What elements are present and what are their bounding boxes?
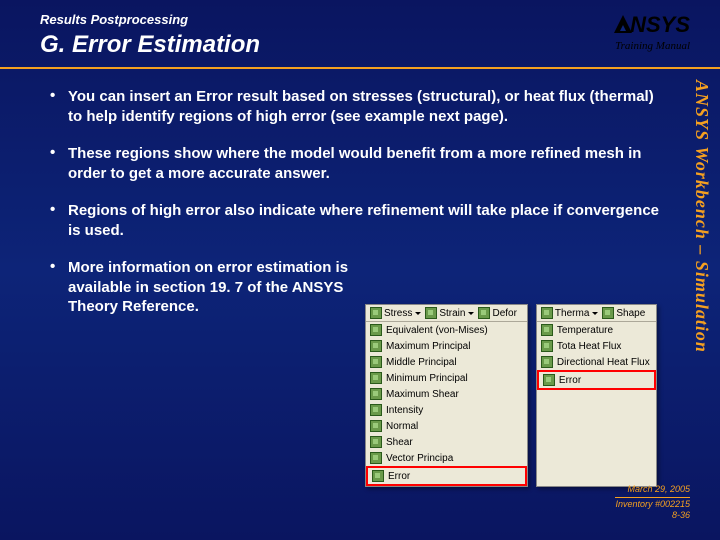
bullet-text: You can insert an Error result based on … <box>68 87 660 126</box>
toolbar-label: Stress <box>384 308 412 319</box>
menu-item-label: Tota Heat Flux <box>557 341 621 352</box>
menu-item[interactable]: Error <box>537 370 656 390</box>
menu-item-label: Error <box>388 471 410 482</box>
toolbar-label: Defor <box>492 308 516 319</box>
cube-icon <box>370 340 382 352</box>
toolbar-item-defor[interactable]: Defor <box>478 307 516 319</box>
menu-item[interactable]: Normal <box>366 418 527 434</box>
screenshot-group: Stress Strain Defor Equivalent (von-Mise… <box>365 304 657 487</box>
menu-item[interactable]: Minimum Principal <box>366 370 527 386</box>
toolbar-item-shape[interactable]: Shape <box>602 307 645 319</box>
menu-item[interactable]: Shear <box>366 434 527 450</box>
cube-icon <box>370 324 382 336</box>
cube-icon <box>370 404 382 416</box>
ansys-logo: NSYS <box>614 12 690 38</box>
menu-item[interactable]: Equivalent (von-Mises) <box>366 322 527 338</box>
cube-icon <box>541 307 553 319</box>
menu-item[interactable]: Middle Principal <box>366 354 527 370</box>
thermal-menu-panel: Therma Shape Temperature Tota Heat Flux Di… <box>536 304 657 487</box>
menu-item-label: Intensity <box>386 405 423 416</box>
bullet-item: • These regions show where the model wou… <box>50 144 660 183</box>
cube-icon <box>541 356 553 368</box>
thermal-toolbar: Therma Shape <box>537 305 656 322</box>
footer-date: March 29, 2005 <box>615 484 690 498</box>
bullet-text: These regions show where the model would… <box>68 144 660 183</box>
toolbar-label: Therma <box>555 308 589 319</box>
chevron-down-icon <box>592 312 598 315</box>
side-vertical-text: ANSYS Workbench – Simulation <box>691 80 712 353</box>
toolbar-item-stress[interactable]: Stress <box>370 307 421 319</box>
cube-icon <box>541 340 553 352</box>
cube-icon <box>370 372 382 384</box>
menu-item-label: Equivalent (von-Mises) <box>386 325 488 336</box>
cube-icon <box>370 388 382 400</box>
logo-text: NSYS <box>630 12 690 37</box>
slide-footer: March 29, 2005 Inventory #002215 8-36 <box>615 484 690 522</box>
toolbar-item-therma[interactable]: Therma <box>541 307 598 319</box>
cube-icon <box>478 307 490 319</box>
cube-icon <box>543 374 555 386</box>
chevron-down-icon <box>415 312 421 315</box>
footer-page: 8-36 <box>615 510 690 522</box>
cube-icon <box>541 324 553 336</box>
bullet-item: • Regions of high error also indicate wh… <box>50 201 660 240</box>
supertitle: Results Postprocessing <box>40 12 260 27</box>
bullet-text: More information on error estimation is … <box>68 258 350 317</box>
stress-menu-panel: Stress Strain Defor Equivalent (von-Mise… <box>365 304 528 487</box>
bullet-dot: • <box>50 258 68 317</box>
page-title: G. Error Estimation <box>40 31 260 59</box>
bullet-item: • More information on error estimation i… <box>50 258 350 317</box>
footer-inventory: Inventory #002215 <box>615 499 690 511</box>
menu-item[interactable]: Temperature <box>537 322 656 338</box>
bullet-dot: • <box>50 201 68 240</box>
menu-item-label: Shear <box>386 437 413 448</box>
menu-item[interactable]: Intensity <box>366 402 527 418</box>
menu-item-label: Vector Principa <box>386 453 453 464</box>
menu-item-label: Maximum Principal <box>386 341 470 352</box>
menu-item-label: Directional Heat Flux <box>557 357 650 368</box>
training-manual-label: Training Manual <box>614 40 690 52</box>
menu-item-label: Normal <box>386 421 418 432</box>
header-left: Results Postprocessing G. Error Estimati… <box>40 12 260 59</box>
logo-a-icon <box>614 15 632 33</box>
slide-content: • You can insert an Error result based o… <box>0 69 720 317</box>
cube-icon <box>370 307 382 319</box>
menu-item-label: Maximum Shear <box>386 389 459 400</box>
toolbar-label: Shape <box>616 308 645 319</box>
menu-item[interactable]: Maximum Principal <box>366 338 527 354</box>
bullet-item: • You can insert an Error result based o… <box>50 87 660 126</box>
menu-item[interactable]: Tota Heat Flux <box>537 338 656 354</box>
toolbar-item-strain[interactable]: Strain <box>425 307 474 319</box>
cube-icon <box>602 307 614 319</box>
bullet-dot: • <box>50 87 68 126</box>
cube-icon <box>370 452 382 464</box>
menu-item-label: Temperature <box>557 325 613 336</box>
cube-icon <box>370 356 382 368</box>
cube-icon <box>370 436 382 448</box>
toolbar-label: Strain <box>439 308 465 319</box>
menu-item[interactable]: Maximum Shear <box>366 386 527 402</box>
stress-toolbar: Stress Strain Defor <box>366 305 527 322</box>
menu-item[interactable]: Error <box>366 466 527 486</box>
menu-item[interactable]: Vector Principa <box>366 450 527 466</box>
bullet-text: Regions of high error also indicate wher… <box>68 201 660 240</box>
chevron-down-icon <box>468 312 474 315</box>
cube-icon <box>425 307 437 319</box>
cube-icon <box>370 420 382 432</box>
header-right: NSYS Training Manual <box>614 12 690 52</box>
menu-item-label: Error <box>559 375 581 386</box>
bullet-dot: • <box>50 144 68 183</box>
menu-item-label: Minimum Principal <box>386 373 468 384</box>
menu-item-label: Middle Principal <box>386 357 457 368</box>
menu-item[interactable]: Directional Heat Flux <box>537 354 656 370</box>
slide-header: Results Postprocessing G. Error Estimati… <box>0 0 720 69</box>
cube-icon <box>372 470 384 482</box>
